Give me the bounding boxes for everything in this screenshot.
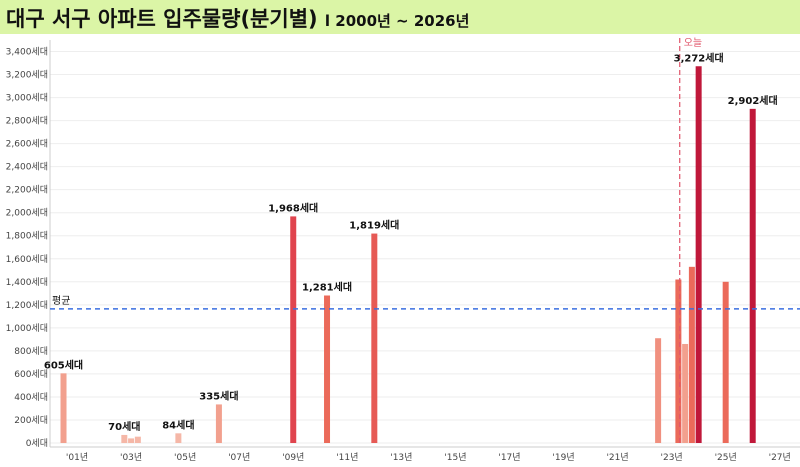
y-tick-label: 0세대 <box>26 438 48 449</box>
y-tick-label: 3,200세대 <box>6 70 48 81</box>
y-tick-label: 2,000세대 <box>6 208 48 219</box>
bar <box>688 266 695 443</box>
y-tick-label: 3,400세대 <box>6 47 48 58</box>
data-label: 335세대 <box>199 389 238 402</box>
bar <box>175 433 182 443</box>
data-label: 1,281세대 <box>302 281 352 294</box>
x-tick-label: '13년 <box>390 452 412 463</box>
bar <box>749 108 756 443</box>
bar <box>324 295 331 443</box>
average-label: 평균 <box>52 295 70 307</box>
bar <box>655 338 662 443</box>
data-label: 3,272세대 <box>674 51 724 64</box>
bar <box>371 233 378 443</box>
x-tick-label: '19년 <box>552 452 574 463</box>
x-tick-label: '27년 <box>769 452 791 463</box>
data-label: 1,819세대 <box>349 219 399 232</box>
y-tick-label: 200세대 <box>14 415 48 426</box>
x-tick-label: '17년 <box>498 452 520 463</box>
bar <box>60 373 67 443</box>
y-tick-label: 2,600세대 <box>6 139 48 150</box>
data-label: 70세대 <box>108 420 140 433</box>
x-tick-label: '25년 <box>715 452 737 463</box>
bar <box>682 343 689 443</box>
chart-subtitle: l 2000년 ~ 2026년 <box>324 12 470 30</box>
bar <box>134 436 141 443</box>
y-tick-label: 1,000세대 <box>6 323 48 334</box>
y-tick-label: 2,400세대 <box>6 162 48 173</box>
x-tick-label: '11년 <box>336 452 358 463</box>
chart-title-text: 대구 서구 아파트 입주물량(분기별) <box>6 7 318 31</box>
data-label: 605세대 <box>44 358 83 371</box>
title-bar: 대구 서구 아파트 입주물량(분기별) l 2000년 ~ 2026년 <box>0 0 800 34</box>
bar <box>290 216 297 443</box>
y-tick-label: 2,200세대 <box>6 185 48 196</box>
y-tick-label: 800세대 <box>14 346 48 357</box>
data-label: 1,968세대 <box>268 201 318 214</box>
y-tick-label: 3,000세대 <box>6 93 48 104</box>
bar <box>121 434 128 443</box>
bar <box>675 279 682 443</box>
data-label: 84세대 <box>162 418 194 431</box>
bar <box>128 438 135 443</box>
x-tick-label: '01년 <box>66 452 88 463</box>
y-tick-label: 1,400세대 <box>6 277 48 288</box>
today-label: 오늘 <box>684 37 702 49</box>
x-tick-label: '15년 <box>444 452 466 463</box>
x-tick-label: '03년 <box>120 452 142 463</box>
bar <box>695 66 702 444</box>
y-tick-label: 1,800세대 <box>6 231 48 242</box>
bar <box>722 281 729 443</box>
x-tick-label: '07년 <box>228 452 250 463</box>
y-tick-label: 1,600세대 <box>6 254 48 265</box>
x-tick-label: '05년 <box>174 452 196 463</box>
x-tick-label: '09년 <box>282 452 304 463</box>
chart-title: 대구 서구 아파트 입주물량(분기별) l 2000년 ~ 2026년 <box>6 3 469 33</box>
bar <box>215 404 222 443</box>
y-tick-label: 400세대 <box>14 392 48 403</box>
data-label: 2,902세대 <box>728 94 778 107</box>
y-tick-label: 1,200세대 <box>6 300 48 311</box>
x-tick-label: '23년 <box>661 452 683 463</box>
x-tick-label: '21년 <box>606 452 628 463</box>
y-tick-label: 2,800세대 <box>6 116 48 127</box>
y-tick-label: 600세대 <box>14 369 48 380</box>
